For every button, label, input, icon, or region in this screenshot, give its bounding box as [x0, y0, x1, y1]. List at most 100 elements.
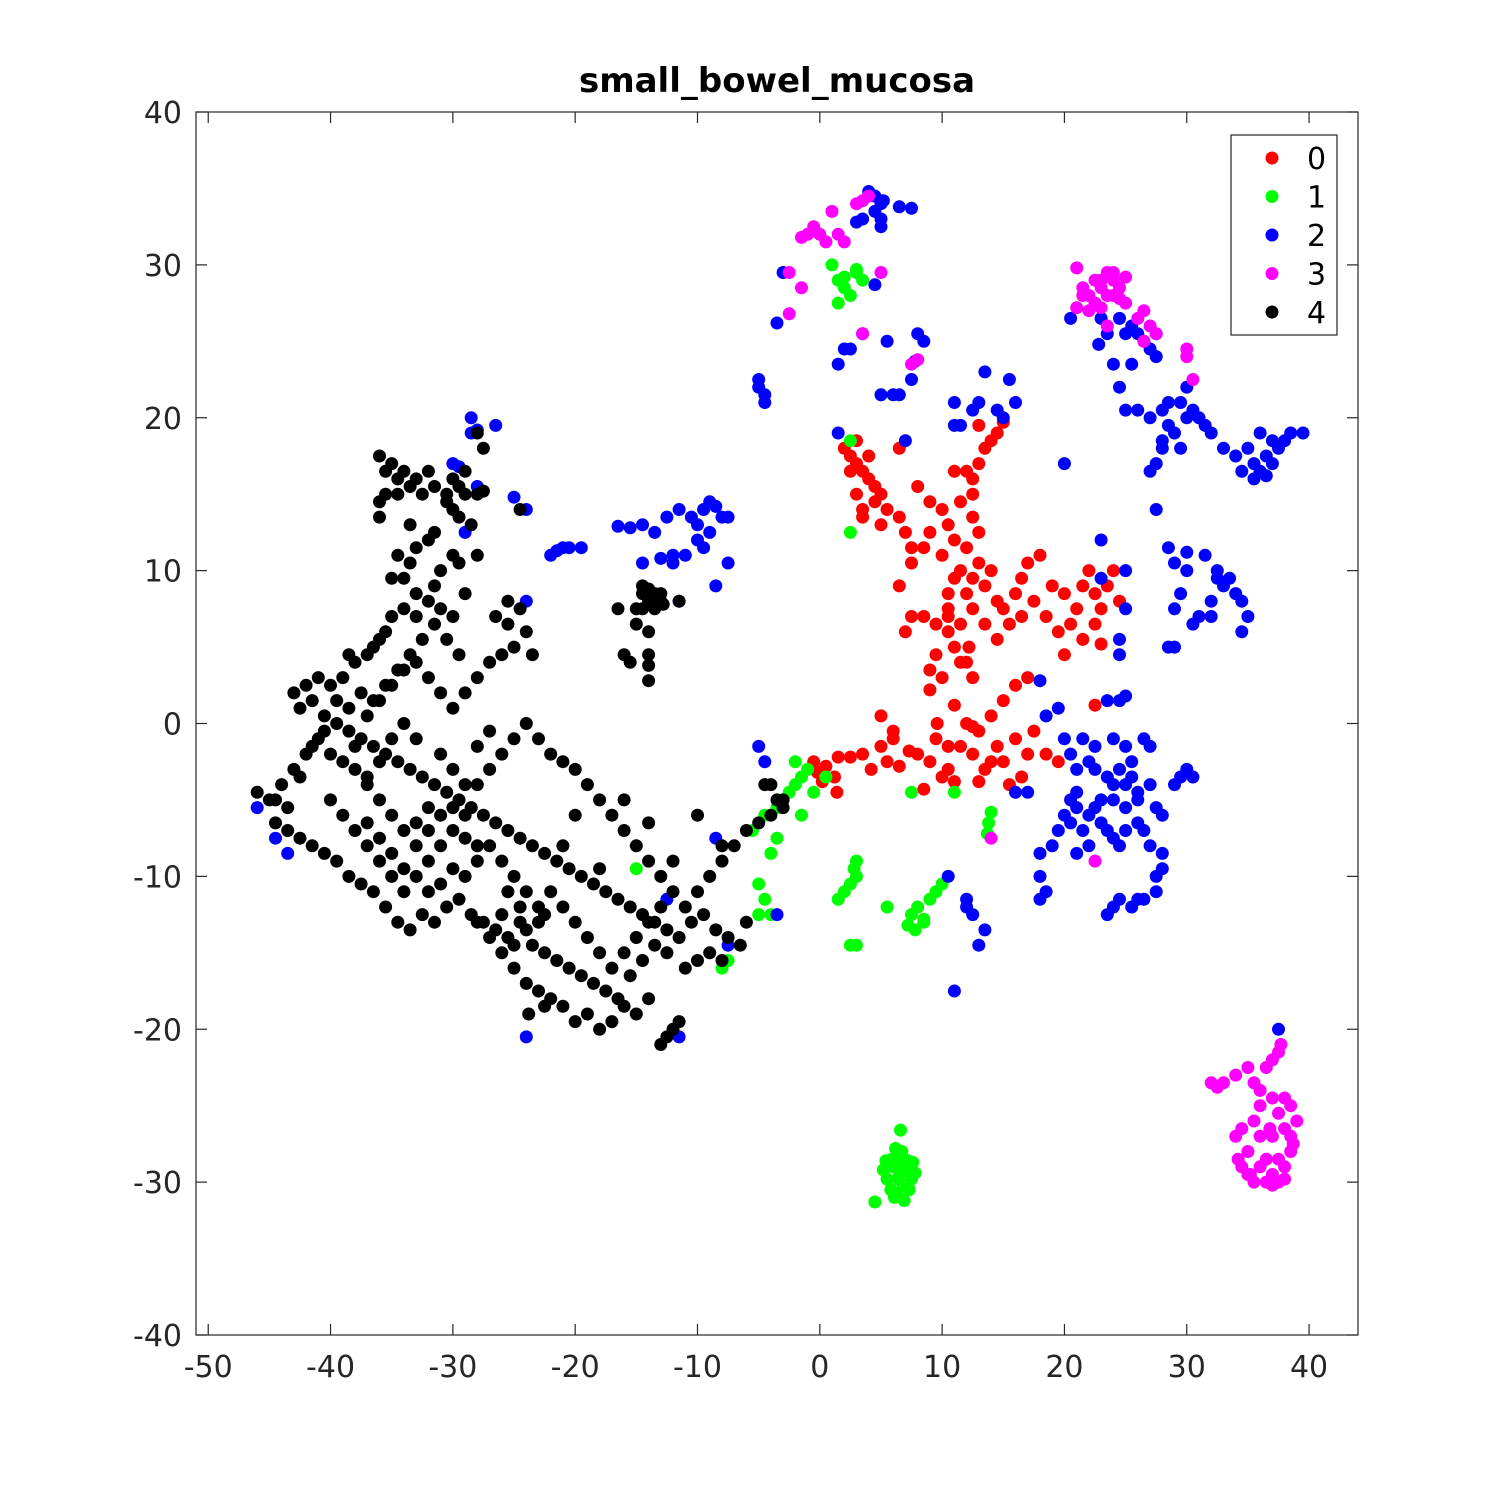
- data-point: [636, 579, 649, 593]
- x-tick-label: -40: [306, 1350, 355, 1385]
- data-point: [847, 862, 861, 876]
- data-point: [666, 548, 680, 562]
- data-point: [495, 854, 509, 868]
- x-tick-label: 20: [1045, 1350, 1083, 1385]
- data-point: [324, 793, 337, 807]
- data-point: [1155, 846, 1169, 860]
- data-point: [250, 801, 264, 815]
- data-point: [770, 316, 784, 330]
- data-point: [691, 885, 704, 899]
- data-point: [385, 846, 399, 860]
- data-point: [1021, 785, 1035, 799]
- data-point: [876, 194, 890, 208]
- data-point: [501, 824, 515, 837]
- data-point: [617, 824, 631, 837]
- data-point: [391, 548, 405, 562]
- data-point: [574, 969, 588, 983]
- data-point: [691, 518, 704, 532]
- data-point: [850, 197, 863, 211]
- data-point: [1243, 1168, 1257, 1181]
- data-point: [966, 671, 980, 685]
- data-point: [1094, 301, 1108, 315]
- data-point: [905, 541, 918, 555]
- data-point: [758, 892, 772, 906]
- legend-marker-2: [1265, 228, 1279, 242]
- data-point: [1155, 808, 1169, 822]
- data-point: [1137, 892, 1151, 906]
- data-point: [311, 671, 325, 685]
- data-point: [287, 686, 301, 700]
- data-point: [1009, 587, 1022, 601]
- data-point: [1143, 739, 1157, 753]
- data-point: [476, 808, 490, 822]
- data-point: [1241, 610, 1255, 623]
- data-point: [1119, 739, 1133, 753]
- data-point: [544, 548, 558, 562]
- data-point: [644, 597, 658, 611]
- data-point: [397, 571, 411, 585]
- data-point: [897, 1194, 911, 1207]
- data-point: [642, 992, 656, 1006]
- data-point: [373, 831, 386, 845]
- data-point: [954, 495, 967, 509]
- data-point: [947, 464, 961, 478]
- data-point: [837, 342, 851, 356]
- data-point: [1204, 610, 1218, 623]
- data-point: [868, 495, 882, 509]
- x-tick-label: 40: [1290, 1350, 1328, 1385]
- data-point: [269, 793, 282, 807]
- data-point: [629, 931, 643, 944]
- data-point: [446, 701, 460, 715]
- series-4: [250, 426, 790, 1051]
- data-point: [483, 931, 497, 944]
- data-point: [1113, 632, 1126, 646]
- data-point: [770, 908, 784, 922]
- data-point: [421, 594, 435, 608]
- data-point: [354, 686, 368, 700]
- data-point: [525, 648, 539, 662]
- data-point: [293, 701, 307, 715]
- axes: -50 -40 -30 -20 -10 0 10 20 30 40-40-30-20-100102…: [133, 96, 1358, 1385]
- data-point: [642, 625, 656, 639]
- data-point: [568, 915, 582, 929]
- data-point: [1113, 762, 1126, 776]
- y-tick-label: -40: [133, 1319, 182, 1354]
- data-point: [978, 579, 992, 593]
- data-point: [1119, 801, 1133, 815]
- data-point: [990, 632, 1004, 646]
- data-point: [703, 946, 717, 960]
- data-point: [1092, 337, 1106, 351]
- data-point: [293, 770, 307, 784]
- data-point: [489, 418, 503, 432]
- data-point: [1149, 350, 1163, 364]
- x-tick-label: -10: [673, 1350, 722, 1385]
- data-point: [476, 484, 490, 498]
- data-point: [984, 805, 998, 819]
- data-point: [1229, 1129, 1243, 1143]
- data-point: [672, 503, 686, 516]
- data-point: [1119, 824, 1133, 837]
- data-point: [324, 747, 337, 761]
- series-3: [782, 189, 1304, 1192]
- data-point: [483, 762, 497, 776]
- data-point: [935, 503, 949, 516]
- data-point: [458, 487, 472, 501]
- y-tick-label: 40: [144, 96, 182, 131]
- data-point: [807, 785, 821, 799]
- data-point: [354, 877, 368, 891]
- data-point: [409, 732, 423, 746]
- data-point: [843, 750, 857, 764]
- data-point: [1168, 640, 1181, 654]
- data-point: [941, 762, 955, 776]
- data-point: [966, 510, 980, 524]
- data-point: [605, 1015, 619, 1029]
- data-point: [1057, 457, 1071, 471]
- data-point: [1125, 755, 1139, 769]
- data-point: [428, 480, 441, 493]
- data-point: [415, 770, 429, 784]
- data-point: [532, 915, 545, 929]
- data-point: [1253, 1083, 1267, 1097]
- data-point: [947, 533, 961, 547]
- data-point: [923, 663, 937, 677]
- data-point: [1082, 564, 1096, 578]
